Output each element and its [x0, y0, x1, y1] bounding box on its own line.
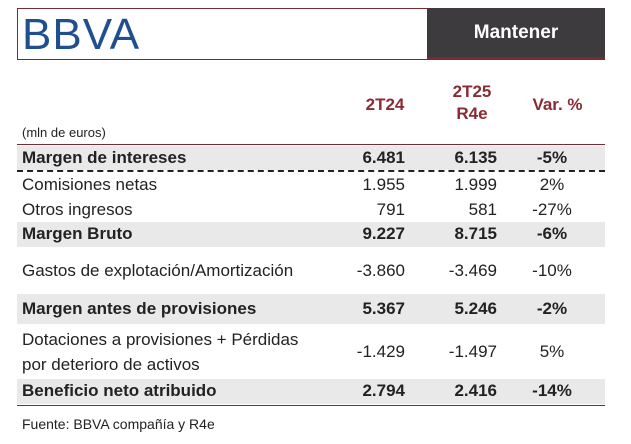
value-2t25: -1.497: [448, 342, 497, 361]
value-2t25: 1.999: [454, 175, 497, 194]
table-row: Gastos de explotación/Amortización -3.86…: [17, 256, 605, 286]
column-header-2t25: 2T25: [452, 82, 492, 101]
column-header-var: Var. %: [532, 95, 583, 114]
table-row: Otros ingresos 791 581 -27%: [17, 198, 605, 222]
value-var: 5%: [539, 342, 565, 361]
row-label: Margen antes de provisiones: [22, 299, 257, 318]
table-row: Beneficio neto atribuido 2.794 2.416 -14…: [17, 379, 605, 404]
value-var: 2%: [539, 175, 565, 194]
value-2t25: -3.469: [448, 261, 497, 280]
value-2t24: 2.794: [362, 381, 405, 400]
source-note: Fuente: BBVA compañía y R4e: [22, 416, 215, 432]
row-label: Otros ingresos: [22, 200, 133, 219]
report-header: BBVA Mantener: [17, 8, 605, 60]
row-label-line2: por deterioro de activos: [22, 355, 200, 374]
value-2t24: 791: [376, 200, 405, 219]
recommendation-badge: Mantener: [427, 8, 605, 60]
value-2t24: -3.860: [356, 261, 405, 280]
column-header-2t24: 2T24: [365, 95, 405, 114]
footer-divider: [17, 405, 605, 406]
row-label-line1: Dotaciones a provisiones + Pérdidas: [22, 330, 299, 349]
value-2t25: 5.246: [454, 299, 497, 318]
logo-box: BBVA: [17, 8, 427, 60]
table-row: Margen Bruto 9.227 8.715 -6%: [17, 222, 605, 247]
table-row: Comisiones netas 1.955 1.999 2%: [17, 173, 605, 197]
row-label: Comisiones netas: [22, 175, 158, 194]
column-header-r4e: R4e: [456, 104, 488, 123]
row-label: Margen de intereses: [22, 148, 187, 167]
value-var: -10%: [532, 261, 572, 280]
units-label: (mln de euros): [22, 125, 106, 140]
row-label: Margen Bruto: [22, 224, 133, 243]
table-row: Margen antes de provisiones 5.367 5.246 …: [17, 294, 605, 324]
value-var: -27%: [532, 200, 572, 219]
value-2t24: 1.955: [362, 175, 405, 194]
value-var: -2%: [536, 299, 568, 318]
value-2t25: 581: [468, 200, 497, 219]
header-divider: [17, 144, 605, 145]
value-var: -6%: [536, 224, 568, 243]
value-2t24: -1.429: [356, 342, 405, 361]
table-row: Dotaciones a provisiones + Pérdidas por …: [17, 328, 605, 378]
value-2t24: 6.481: [362, 148, 405, 167]
row-label: Beneficio neto atribuido: [22, 381, 217, 400]
value-2t25: 2.416: [454, 381, 497, 400]
value-2t24: 5.367: [362, 299, 405, 318]
value-2t25: 6.135: [454, 148, 497, 167]
bbva-logo: BBVA: [22, 10, 141, 59]
dashed-divider: [17, 170, 605, 172]
value-var: -5%: [536, 148, 568, 167]
row-label: Gastos de explotación/Amortización: [22, 261, 294, 280]
table-row: Margen de intereses 6.481 6.135 -5%: [17, 146, 605, 170]
value-2t24: 9.227: [362, 224, 405, 243]
value-2t25: 8.715: [454, 224, 497, 243]
value-var: -14%: [532, 381, 572, 400]
